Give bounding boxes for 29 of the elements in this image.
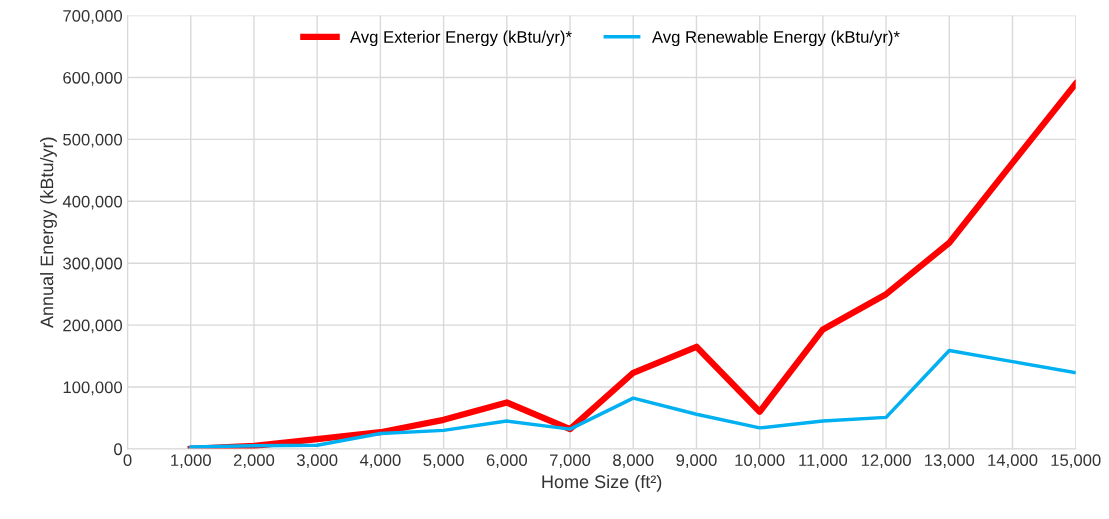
y-tick-label: 100,000: [63, 381, 123, 396]
line-series: [189, 348, 1076, 449]
x-tick-label: 12,000: [861, 454, 911, 469]
x-tick-label: 0: [123, 454, 132, 467]
x-axis-title: Home Size (ft²): [542, 474, 662, 492]
x-tick-label: 7,000: [550, 454, 591, 469]
x-tick-label: 4,000: [359, 454, 401, 469]
x-tick-label: 5,000: [423, 454, 464, 469]
y-tick-label: 500,000: [63, 133, 123, 148]
x-tick-label: 2,000: [233, 454, 275, 469]
x-tick-label: 15,000: [1051, 454, 1101, 469]
y-tick-label: 300,000: [63, 257, 123, 272]
x-tick-label: 3,000: [296, 454, 338, 469]
x-tick-label: 13,000: [925, 454, 975, 469]
x-tick-label: 14,000: [988, 454, 1038, 469]
legend-label: Avg Exterior Energy (kBtu/yr)*: [350, 30, 572, 47]
y-tick-label: 0: [114, 443, 123, 456]
legend-label: Avg Renewable Energy (kBtu/yr)*: [652, 30, 900, 47]
y-axis-title: Annual Energy (kBtu/yr): [40, 137, 57, 329]
x-tick-label: 6,000: [486, 454, 528, 469]
x-tick-label: 9,000: [676, 454, 717, 469]
x-tick-label: 10,000: [735, 454, 785, 469]
y-tick-label: 700,000: [63, 9, 123, 24]
x-tick-label: 8,000: [613, 454, 654, 469]
x-tick-label: 1,000: [171, 454, 211, 469]
y-tick-label: 600,000: [63, 71, 123, 86]
y-tick-label: 200,000: [63, 319, 123, 334]
x-tick-label: 11,000: [799, 454, 848, 469]
y-tick-label: 400,000: [62, 195, 123, 210]
